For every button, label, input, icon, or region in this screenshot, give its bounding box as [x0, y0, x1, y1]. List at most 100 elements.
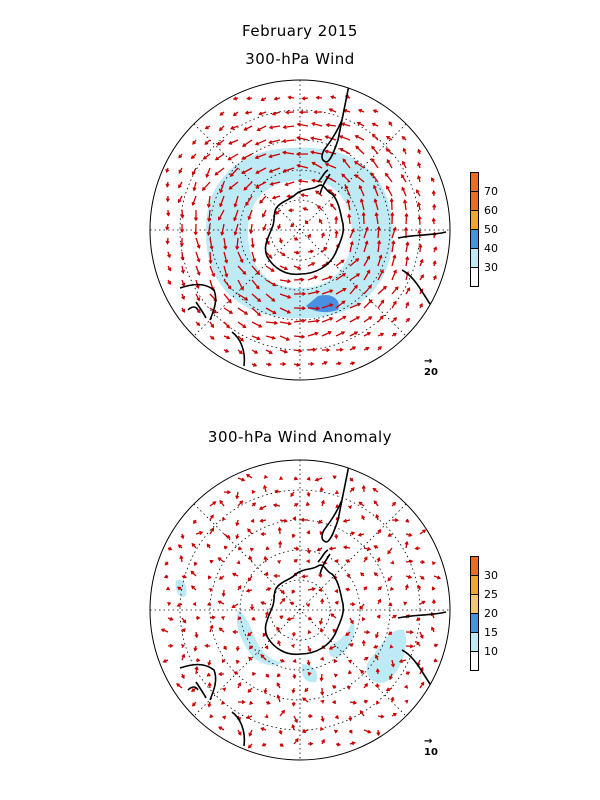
wind-vector	[223, 307, 233, 314]
wind-vector-head	[421, 600, 426, 605]
panel2-reference-value: 10	[424, 747, 438, 758]
wind-vector-head	[235, 245, 240, 251]
wind-vector	[218, 209, 225, 220]
wind-vector-head	[401, 160, 406, 165]
legend-swatch	[470, 172, 479, 192]
wind-vector-head	[294, 719, 298, 724]
wind-vector-head	[433, 246, 438, 251]
wind-vector-head	[433, 658, 438, 663]
wind-vector-head	[291, 689, 296, 694]
wind-vector	[402, 161, 407, 169]
wind-vector-head	[311, 587, 316, 592]
wind-vector	[293, 335, 305, 338]
wind-vector-head	[219, 189, 224, 194]
wind-vector-head	[421, 560, 426, 565]
wind-vector-head	[241, 170, 246, 174]
wind-vector-head	[236, 560, 241, 565]
wind-vector-head	[403, 226, 409, 231]
wind-vector-head	[316, 547, 321, 552]
wind-vector-head	[352, 700, 358, 705]
wind-vector	[262, 209, 267, 217]
wind-vector	[251, 293, 261, 302]
wind-vector-head	[334, 559, 339, 564]
wind-vector-head	[374, 654, 379, 659]
wind-vector-head	[248, 732, 253, 737]
wind-vector-head	[224, 273, 229, 278]
wind-vector	[354, 161, 365, 169]
wind-vector-head	[370, 172, 375, 177]
wind-vector	[391, 270, 397, 281]
wind-vector-head	[191, 542, 196, 547]
wind-vector-head	[212, 501, 217, 505]
wind-vector-head	[196, 322, 201, 327]
wind-vector-head	[205, 173, 210, 178]
wind-vector-head	[277, 640, 282, 645]
wind-vector	[357, 121, 365, 127]
wind-vector-head	[371, 157, 375, 162]
wind-vector-head	[335, 715, 339, 720]
wind-vector-head	[306, 476, 311, 481]
wind-vector	[335, 259, 345, 267]
wind-vector-head	[339, 147, 344, 152]
wind-vector	[192, 167, 197, 175]
wind-vector-head	[432, 260, 437, 265]
wind-vector	[391, 241, 395, 253]
wind-vector-head	[367, 332, 372, 336]
wind-vector-head	[293, 559, 298, 563]
africa-coast	[397, 231, 447, 305]
wind-vector-head	[372, 184, 377, 189]
wind-vector-head	[232, 112, 237, 117]
legend-label: 10	[484, 645, 498, 658]
wind-vector	[237, 307, 248, 315]
wind-vector-head	[268, 140, 273, 145]
wind-vector-head	[313, 275, 318, 280]
south-america-coast	[321, 80, 351, 163]
wind-vector-head	[391, 239, 396, 245]
wind-vector-head	[178, 184, 182, 189]
wind-vector-head	[258, 323, 263, 328]
wind-vector-head	[280, 658, 285, 663]
wind-vector-head	[354, 284, 358, 289]
wind-vector-head	[168, 546, 173, 551]
wind-vector	[214, 167, 225, 176]
wind-vector-head	[249, 230, 254, 235]
wind-vector	[405, 256, 409, 267]
wind-vector-head	[306, 661, 311, 666]
wind-vector-head	[190, 570, 195, 575]
legend-swatch	[470, 248, 479, 268]
wind-vector-head	[272, 282, 277, 287]
wind-vector-head	[310, 150, 315, 155]
wind-vector	[223, 293, 232, 303]
wind-vector	[192, 195, 197, 206]
wind-vector-head	[276, 694, 281, 699]
wind-vector-head	[341, 331, 346, 335]
wind-vector-head	[419, 303, 423, 308]
wind-vector-head	[307, 629, 312, 635]
wind-vector-head	[350, 620, 354, 625]
legend-swatch	[470, 556, 479, 576]
wind-vector	[349, 258, 359, 267]
wind-vector	[265, 251, 272, 258]
wind-vector-head	[375, 513, 380, 518]
wind-vector-head	[260, 531, 265, 537]
wind-vector-head	[361, 514, 366, 519]
wind-vector-head	[191, 585, 195, 590]
wind-vector-head	[388, 675, 393, 681]
wind-vector-head	[218, 216, 222, 221]
wind-vector-head	[271, 335, 276, 340]
wind-vector-head	[318, 587, 323, 593]
wind-vector-head	[165, 240, 170, 245]
wind-vector	[335, 300, 346, 309]
wind-vector-head	[275, 210, 280, 215]
wind-vector	[386, 186, 393, 197]
wind-vector	[242, 139, 253, 147]
wind-vector	[221, 223, 225, 235]
wind-vector-head	[349, 643, 354, 647]
antarctic-peninsula	[317, 549, 331, 575]
wind-vector	[234, 195, 239, 207]
wind-vector-head	[431, 599, 436, 604]
wind-vector-head	[406, 317, 411, 322]
wind-vector-head	[414, 546, 419, 551]
wind-vector-head	[287, 95, 292, 100]
wind-vector-head	[323, 246, 328, 251]
